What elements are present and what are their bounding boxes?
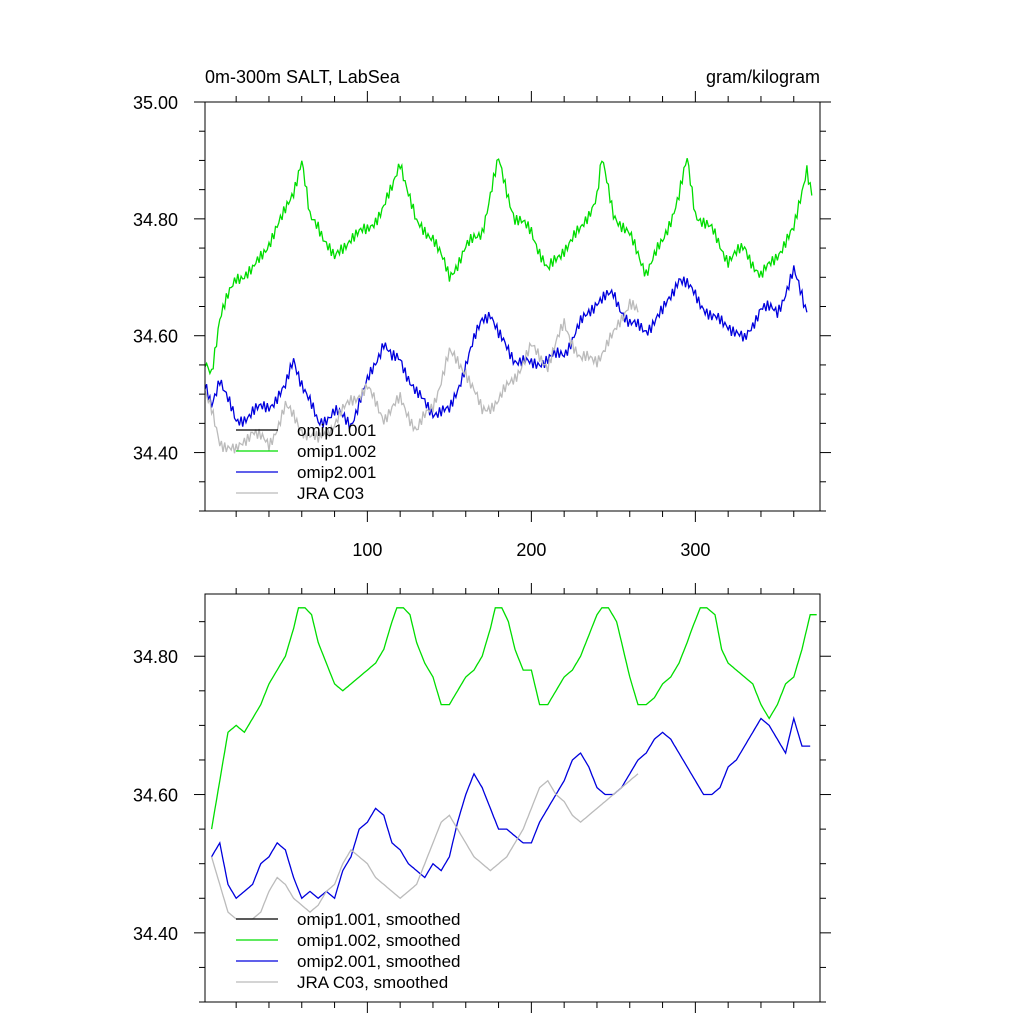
series-line-1 <box>204 158 813 376</box>
legend-label-1: omip1.002 <box>297 442 376 461</box>
bottom-tick-marks <box>194 583 831 1013</box>
series-line-1 <box>210 607 817 830</box>
legend-label-2: omip2.001 <box>297 463 376 482</box>
top-legend: omip1.001 omip1.002 omip2.001 JRA C03 <box>236 421 376 503</box>
y-tick-label: 35.00 <box>133 93 178 113</box>
legend-label-1: omip1.002, smoothed <box>297 931 461 950</box>
legend-label-2: omip2.001, smoothed <box>297 952 461 971</box>
y-tick-label: 34.80 <box>133 647 178 667</box>
top-panel: 0m-300m SALT, LabSea gram/kilogram 100 20… <box>133 67 831 560</box>
top-title-left: 0m-300m SALT, LabSea <box>205 67 401 87</box>
y-tick-label: 34.40 <box>133 924 178 944</box>
top-series-lines <box>204 158 813 454</box>
legend-label-3: JRA C03 <box>297 484 364 503</box>
top-title-right: gram/kilogram <box>706 67 820 87</box>
x-tick-label: 200 <box>516 540 546 560</box>
y-tick-label: 34.40 <box>133 444 178 464</box>
top-tick-labels: 100 200 300 34.40 34.60 34.80 35.00 <box>133 93 710 560</box>
y-tick-label: 34.80 <box>133 210 178 230</box>
bottom-series-lines <box>210 607 817 920</box>
series-line-3 <box>210 773 639 920</box>
series-line-2 <box>204 265 808 430</box>
y-tick-label: 34.60 <box>133 786 178 806</box>
top-tick-marks <box>194 91 831 522</box>
x-tick-label: 100 <box>352 540 382 560</box>
legend-label-3: JRA C03, smoothed <box>297 973 448 992</box>
series-line-3 <box>204 298 639 454</box>
bottom-tick-labels: 34.40 34.60 34.80 <box>133 647 178 944</box>
x-tick-label: 300 <box>680 540 710 560</box>
series-line-2 <box>211 715 811 900</box>
legend-label-0: omip1.001, smoothed <box>297 910 461 929</box>
bottom-plot-frame <box>204 593 821 1003</box>
y-tick-label: 34.60 <box>133 327 178 347</box>
legend-label-0: omip1.001 <box>297 421 376 440</box>
bottom-legend: omip1.001, smoothed omip1.002, smoothed om… <box>236 910 461 992</box>
top-plot-frame <box>204 101 821 512</box>
